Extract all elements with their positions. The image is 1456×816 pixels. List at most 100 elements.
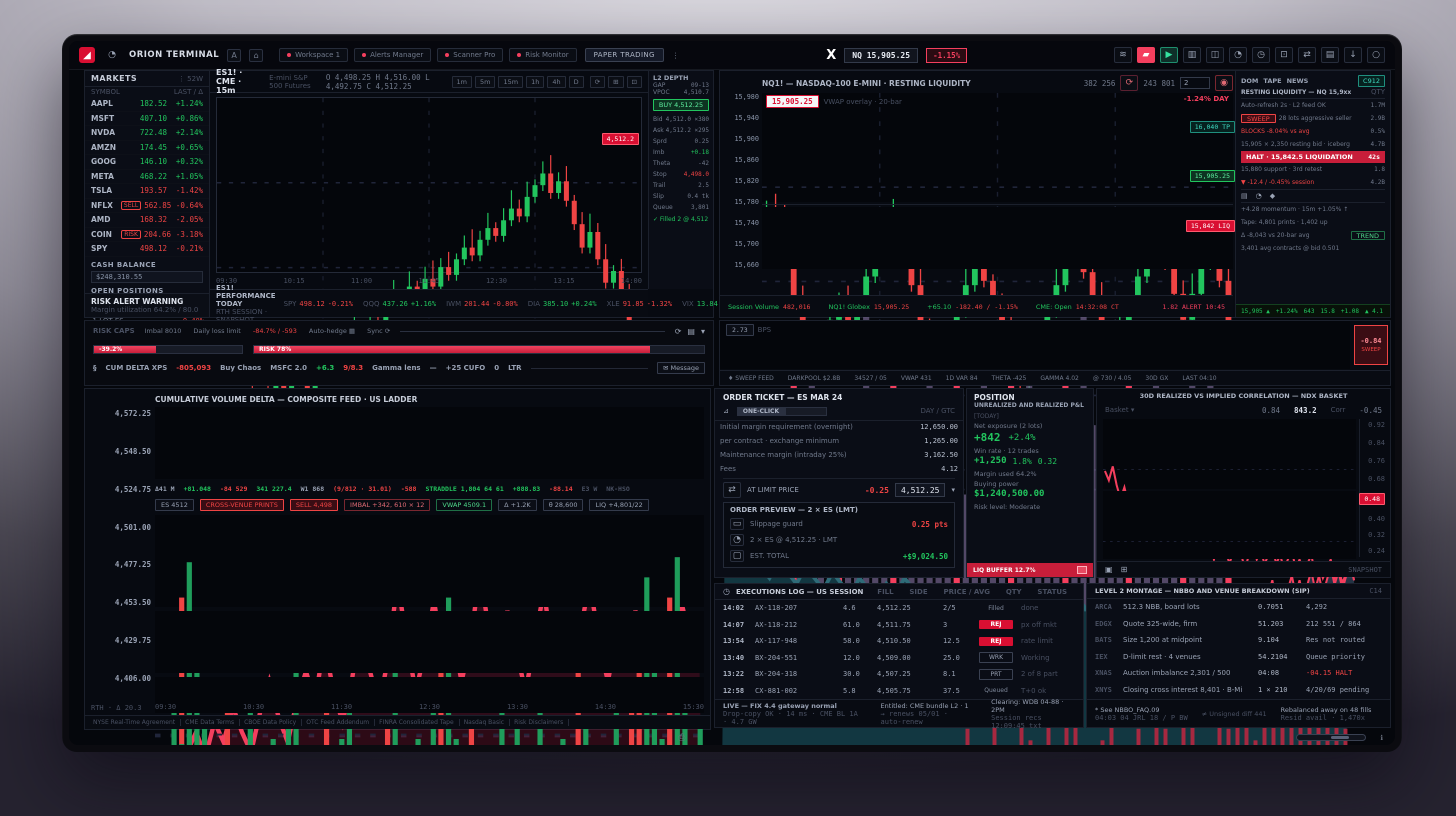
exec-row[interactable]: 12:58 CX-881-002 5.8 4,505.75 37.5 Queue…	[715, 683, 1083, 700]
sidebar-row[interactable]: 3,401 avg contracts @ bid 0.501	[1241, 242, 1385, 255]
sidebar-row[interactable]: Δ -8,043 vs 20-bar avg TREND	[1241, 229, 1385, 242]
toolbar-icon[interactable]: ≋	[1114, 47, 1132, 63]
chart2-plot-area[interactable]: 15,905.25 VWAP overlay · 20-bar -1.24% D…	[762, 93, 1235, 675]
exec-status-chip[interactable]: REJ	[979, 636, 1013, 646]
basket-select[interactable]: Basket ▾	[1105, 406, 1135, 414]
avg-buy-price-tag[interactable]: 15,905.25	[1189, 170, 1235, 183]
sweep-footer-stat[interactable]: GAMMA 4.02	[1040, 374, 1079, 382]
contract-qty-input[interactable]: 2	[1180, 77, 1210, 89]
exec-col-header[interactable]: SIDE	[909, 587, 928, 596]
liquidation-banner[interactable]: HALT · 15,842.5 LIQUIDATION 42s	[1241, 151, 1385, 163]
message-button[interactable]: ✉ Message	[656, 362, 705, 374]
workspace-tab[interactable]: Alerts Manager	[354, 48, 432, 62]
data-link[interactable]: OTC Feed Addendum	[306, 719, 376, 726]
risk-stat[interactable]: -84.7% / -593	[252, 327, 297, 335]
kebab-menu-icon[interactable]: ⋮	[671, 50, 680, 60]
cvd-chip[interactable]: SELL 4,498	[289, 498, 339, 511]
candlestick-chart-es[interactable]: 4,512.2	[216, 97, 642, 522]
sidebar-row[interactable]: 15,880 support · 3rd retest 1.8	[1241, 163, 1385, 176]
sidebar-row[interactable]: SWEEP 28 lots aggressive seller 2.9B	[1241, 112, 1385, 125]
data-link[interactable]: FINRA Consolidated Tape	[379, 719, 460, 726]
cvd-chip[interactable]: Δ +1.2K	[498, 498, 537, 511]
tape-item[interactable]: QQQ 437.26 +1.16%	[363, 300, 436, 308]
data-link[interactable]: CBOE Data Policy	[244, 719, 303, 726]
watchlist-row[interactable]: GOOG 146.10 +0.32%	[85, 155, 209, 170]
sidebar-row[interactable]: Tape: 4,801 prints · 1,402 up	[1241, 216, 1385, 229]
sweep-footer-stat[interactable]: @ 730 / 4.05	[1092, 374, 1132, 382]
montage-row[interactable]: IEX D-limit rest · 4 venues 54.2104 Queu…	[1087, 649, 1390, 666]
watchlist-row[interactable]: TSLA 193.57 -1.42%	[85, 184, 209, 199]
exec-col-header[interactable]: FILL	[877, 587, 894, 596]
buy-filled-chip[interactable]: BUY 4,512.25	[653, 99, 709, 111]
sidebar-tab[interactable]: NEWS	[1286, 77, 1309, 85]
exec-status-chip[interactable]: WRK	[979, 652, 1013, 664]
sidebar-tab[interactable]: DOM	[1241, 77, 1259, 85]
cash-balance-field[interactable]: $248,310.55	[91, 270, 203, 283]
watchlist-row[interactable]: AMZN 174.45 +0.65%	[85, 141, 209, 155]
timeframe-button[interactable]: 1h	[526, 75, 545, 88]
chart1-symbol[interactable]: ES1! · CME · 15m	[216, 68, 243, 95]
app-logo-icon[interactable]: ◢	[79, 47, 95, 63]
tape-item[interactable]: DIA 385.10 +0.24%	[528, 300, 597, 308]
cvd-chip[interactable]: θ 28,600	[542, 498, 584, 511]
timeframe-button[interactable]: 15m	[498, 75, 524, 88]
sidebar-action-icon[interactable]: ◆	[1269, 192, 1276, 200]
toolbar-icon[interactable]: ▤	[1321, 47, 1339, 63]
corr-tool-icon-2[interactable]: ⊞	[1120, 565, 1128, 574]
liq-buffer-bar[interactable]: LIQ BUFFER 12.7%	[967, 563, 1093, 577]
alert-bell-icon[interactable]: ◉	[1215, 75, 1233, 91]
limit-price-input[interactable]: 4,512.25	[894, 483, 946, 497]
horizontal-scrollbar[interactable]	[1296, 734, 1367, 741]
snapshot-button[interactable]: SNAPSHOT	[1348, 565, 1382, 574]
cvd-chip[interactable]: IMBAL +342, 610 × 12	[344, 498, 431, 511]
data-link[interactable]: Risk Disclaimers	[514, 719, 570, 726]
timeframe-button[interactable]: 4h	[547, 75, 566, 88]
exec-row[interactable]: 13:22 BX-204-318 30.0 4,507.25 8.1 PRT 2…	[715, 666, 1083, 683]
exec-row[interactable]: 14:07 AX-118-212 61.0 4,511.75 3 REJ px …	[715, 617, 1083, 634]
sidebar-row[interactable]: Auto-refresh 2s · L2 feed OK 1.7M	[1241, 99, 1385, 112]
refresh-icon[interactable]: ⟳	[1120, 75, 1139, 91]
montage-row[interactable]: XNAS Auction imbalance 2,301 / 500 04:08…	[1087, 665, 1390, 682]
print-icon[interactable]: ⎙	[678, 732, 686, 743]
watchlist-expand-button[interactable]: ⋮ 52W	[177, 74, 203, 83]
toolbar-icon[interactable]: ↓	[1344, 47, 1362, 63]
basis-area-chart[interactable]	[1103, 491, 1356, 694]
watchlist-row[interactable]: MSFT 407.10 +0.86%	[85, 112, 209, 126]
volume-profile-2[interactable]	[155, 611, 704, 745]
exec-row[interactable]: 13:40 BX-204-551 12.0 4,509.00 25.0 WRK …	[715, 650, 1083, 667]
data-link[interactable]: CME Data Terms	[185, 719, 241, 726]
sweep-footer-stat[interactable]: VWAP 431	[900, 374, 932, 382]
risk-tool-icon[interactable]: ▾	[700, 326, 705, 336]
chart-tool-button[interactable]: ⊡	[626, 75, 642, 88]
exec-col-header[interactable]: QTY	[1005, 587, 1022, 596]
paper-trading-badge[interactable]: PAPER TRADING	[584, 48, 664, 62]
sidebar-row[interactable]: 15,905 × 2,350 resting bid · iceberg 4.7…	[1241, 138, 1385, 151]
candlestick-chart-nq[interactable]	[762, 93, 1233, 564]
data-link[interactable]: Nasdaq Basic	[464, 719, 511, 726]
liquidation-tag[interactable]: 15,842 LIQ	[1185, 219, 1235, 232]
exec-status-chip[interactable]: PRT	[979, 668, 1013, 680]
risk-tool-icon[interactable]: ⟳	[674, 326, 682, 336]
scrollbar-thumb[interactable]	[1331, 736, 1350, 739]
tif-value[interactable]: DAY / GTC	[920, 407, 955, 415]
cvd-chip[interactable]: CROSS-VENUE PRINTS	[199, 498, 284, 511]
loss-limit-bar[interactable]: -39.2%	[93, 344, 243, 354]
risk-stat[interactable]: Sync ⟳	[367, 327, 391, 335]
cvd-chip[interactable]: ES 4512	[155, 498, 194, 511]
workspace-tab[interactable]: Workspace 1	[279, 48, 349, 62]
timeframe-button[interactable]: D	[568, 75, 584, 88]
exec-col-header[interactable]: PRICE / AVG	[943, 587, 991, 596]
ticker-chip[interactable]: NQ 15,905.25	[844, 47, 919, 63]
sweep-footer-stat[interactable]: 30D GX	[1145, 374, 1169, 382]
toolbar-icon[interactable]: ⊡	[1275, 47, 1293, 63]
watchlist-row[interactable]: META 468.22 +1.05%	[85, 170, 209, 184]
exec-row[interactable]: 14:02 AX-118-207 4.6 4,512.25 2/5 Filled…	[715, 600, 1083, 617]
toolbar-icon[interactable]: ◫	[1206, 47, 1224, 63]
tape-item[interactable]: IWM 201.44 -0.80%	[446, 300, 518, 308]
info-icon[interactable]: ℹ	[1380, 733, 1383, 742]
chart-tool-button[interactable]: ⊞	[608, 75, 624, 88]
corr-tool-icon-1[interactable]: ▣	[1105, 565, 1113, 574]
workspace-tab[interactable]: Risk Monitor	[509, 48, 577, 62]
sidebar-tab[interactable]: TAPE	[1263, 77, 1282, 85]
toolbar-icon[interactable]: ◔	[1229, 47, 1247, 63]
